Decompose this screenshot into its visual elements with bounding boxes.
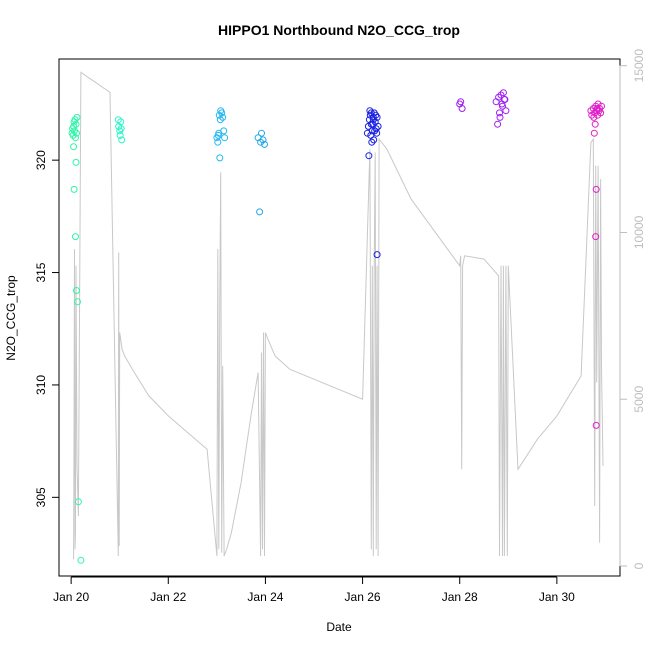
secondary-series-line bbox=[73, 71, 604, 560]
x-tick-label: Jan 24 bbox=[247, 590, 283, 604]
data-point bbox=[114, 116, 122, 124]
y2-axis: 0 5000 10000 15000 bbox=[619, 49, 646, 569]
data-point bbox=[71, 116, 79, 124]
x-tick-label: Jan 28 bbox=[442, 590, 478, 604]
data-point bbox=[369, 113, 377, 121]
data-point bbox=[373, 129, 381, 137]
data-point bbox=[458, 105, 466, 112]
data-point bbox=[221, 134, 229, 142]
data-point bbox=[261, 140, 268, 148]
y-axis-label: N2O_CCG_trop bbox=[4, 275, 18, 361]
y2-tick-label: 5000 bbox=[632, 386, 646, 413]
y2-tick-label: 0 bbox=[632, 562, 646, 569]
data-point bbox=[77, 556, 85, 564]
data-point bbox=[496, 113, 504, 121]
secondary-series-layer bbox=[73, 71, 604, 560]
y2-tick-label: 10000 bbox=[632, 215, 646, 249]
y-tick-label: 315 bbox=[34, 262, 48, 282]
data-point bbox=[70, 185, 78, 193]
data-point bbox=[70, 122, 78, 130]
x-tick-label: Jan 20 bbox=[53, 590, 89, 604]
data-point bbox=[369, 116, 377, 124]
points-layer bbox=[68, 89, 605, 564]
data-point bbox=[117, 118, 125, 126]
data-point bbox=[496, 109, 503, 117]
data-point bbox=[365, 152, 373, 160]
data-point bbox=[499, 89, 507, 97]
data-point bbox=[72, 120, 80, 128]
x-tick-label: Jan 26 bbox=[345, 590, 381, 604]
data-point bbox=[590, 129, 598, 137]
data-point bbox=[117, 125, 125, 133]
data-point bbox=[216, 116, 224, 124]
data-point bbox=[497, 91, 505, 99]
y-tick-label: 310 bbox=[34, 375, 48, 395]
data-point bbox=[218, 109, 226, 117]
data-point bbox=[219, 113, 227, 121]
data-point bbox=[369, 120, 377, 128]
data-point bbox=[259, 136, 267, 144]
y-axis: 305 310 315 320 bbox=[34, 150, 60, 507]
data-point bbox=[257, 138, 265, 146]
data-point bbox=[256, 208, 264, 216]
x-tick-label: Jan 30 bbox=[539, 590, 575, 604]
data-point bbox=[457, 98, 465, 106]
x-axis-label: Date bbox=[326, 620, 352, 634]
data-point bbox=[592, 233, 600, 241]
data-point bbox=[72, 233, 79, 241]
data-point bbox=[365, 116, 373, 124]
y2-tick-label: 15000 bbox=[632, 49, 646, 83]
data-point bbox=[70, 143, 78, 151]
data-point bbox=[592, 421, 600, 429]
data-point bbox=[594, 111, 602, 119]
data-point bbox=[495, 93, 503, 101]
data-point bbox=[74, 298, 81, 306]
data-point bbox=[216, 154, 224, 162]
data-point bbox=[595, 107, 603, 115]
data-point bbox=[220, 127, 228, 135]
y-tick-label: 305 bbox=[34, 487, 48, 507]
x-axis: Jan 20 Jan 22 Jan 24 Jan 26 Jan 28 Jan 30 bbox=[53, 576, 575, 604]
data-point bbox=[367, 109, 375, 117]
data-point bbox=[368, 138, 376, 146]
data-point bbox=[501, 96, 509, 103]
data-point bbox=[373, 251, 381, 259]
data-point bbox=[72, 158, 80, 166]
plot-frame bbox=[58, 58, 621, 577]
data-point bbox=[371, 127, 379, 135]
data-point bbox=[502, 107, 510, 115]
chart-title: HIPPO1 Northbound N2O_CCG_trop bbox=[218, 22, 460, 38]
data-point bbox=[593, 105, 601, 112]
data-point bbox=[71, 127, 78, 135]
data-point bbox=[214, 138, 222, 146]
y-tick-label: 320 bbox=[34, 150, 48, 170]
data-point bbox=[73, 287, 80, 294]
data-point bbox=[258, 129, 265, 137]
data-point bbox=[494, 120, 502, 128]
data-point bbox=[590, 113, 598, 121]
x-tick-label: Jan 22 bbox=[150, 590, 186, 604]
data-point bbox=[116, 131, 124, 139]
data-point bbox=[592, 185, 600, 193]
data-point bbox=[118, 136, 126, 144]
data-point bbox=[74, 498, 82, 506]
data-point bbox=[72, 134, 79, 142]
data-point bbox=[73, 129, 80, 137]
data-point bbox=[214, 131, 222, 139]
data-point bbox=[73, 113, 81, 121]
data-point bbox=[591, 120, 599, 128]
data-point bbox=[370, 136, 378, 144]
